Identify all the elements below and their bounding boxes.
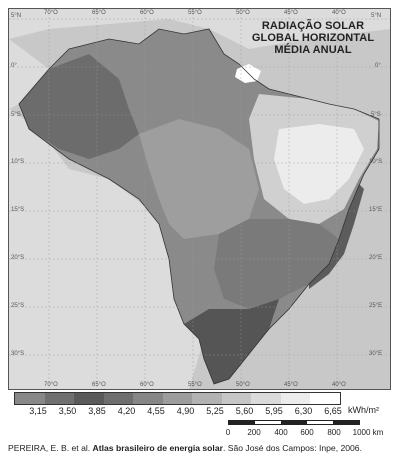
lon-label-bottom-1: 65°O bbox=[92, 382, 106, 388]
map-title-line-1: RADIAÇÃO SOLAR bbox=[261, 20, 365, 32]
region-amazon-west bbox=[19, 54, 139, 159]
lat-label-left-7: 30°S bbox=[11, 351, 25, 357]
lon-label-top-4: 50°O bbox=[236, 10, 250, 16]
graticule-lines bbox=[9, 9, 390, 389]
legend-swatch bbox=[44, 393, 74, 404]
lon-label-top-0: 70°O bbox=[44, 10, 58, 16]
lat-label-left-1: 0° bbox=[11, 63, 17, 69]
legend-tick-label: 3,50 bbox=[58, 406, 77, 416]
scale-label-2: 400 bbox=[274, 428, 288, 437]
legend-tick-label: 4,90 bbox=[176, 406, 195, 416]
lat-label-right-4: 15°E bbox=[369, 207, 383, 213]
lat-label-right-0: 5°N bbox=[371, 13, 382, 19]
legend-swatch bbox=[221, 393, 251, 404]
map-title: RADIAÇÃO SOLAR GLOBAL HORIZONTAL MÉDIA A… bbox=[238, 20, 388, 56]
legend-tick-label: 4,20 bbox=[117, 406, 136, 416]
map-title-line-3: MÉDIA ANUAL bbox=[274, 44, 352, 56]
scale-segment bbox=[255, 421, 281, 424]
lon-label-bottom-6: 40°O bbox=[332, 382, 346, 388]
legend-unit: kWh/m² bbox=[348, 405, 379, 415]
legend-swatch bbox=[251, 393, 281, 404]
lon-label-top-5: 45°O bbox=[284, 10, 298, 16]
scale-segment bbox=[333, 421, 359, 424]
legend-tick-label: 5,60 bbox=[235, 406, 254, 416]
legend: 3,15 3,50 3,85 4,20 4,55 4,90 5,25 5,60 5,95 6,30… bbox=[8, 392, 391, 422]
legend-swatch bbox=[162, 393, 192, 404]
lon-label-top-3: 55°O bbox=[188, 10, 202, 16]
lat-label-right-1: 0° bbox=[375, 63, 381, 69]
caption-title: Atlas brasileiro de energia solar bbox=[92, 443, 223, 453]
legend-swatch bbox=[103, 393, 133, 404]
lat-label-right-7: 30°E bbox=[369, 351, 383, 357]
legend-tick-label: 5,25 bbox=[206, 406, 224, 416]
legend-swatch bbox=[192, 393, 222, 404]
scale-segment bbox=[281, 421, 307, 424]
lon-label-top-6: 40°O bbox=[332, 10, 346, 16]
lat-label-left-4: 15°S bbox=[11, 207, 25, 213]
lon-label-bottom-4: 50°O bbox=[236, 382, 250, 388]
lat-label-left-0: 5°N bbox=[11, 13, 22, 19]
source-caption: PEREIRA, E. B. et al. Atlas brasileiro d… bbox=[8, 443, 362, 453]
scale-label-4: 800 bbox=[327, 428, 341, 437]
lon-label-bottom-3: 55°O bbox=[188, 382, 202, 388]
lat-label-left-6: 25°S bbox=[11, 303, 25, 309]
lat-label-right-6: 25°E bbox=[369, 303, 383, 309]
legend-tick-label: 6,30 bbox=[294, 406, 313, 416]
scale-segment bbox=[229, 421, 255, 424]
region-semiarid bbox=[274, 124, 364, 204]
scale-label-0: 0 bbox=[225, 428, 231, 437]
lon-label-bottom-2: 60°O bbox=[140, 382, 154, 388]
scale-bar: 0 200 400 600 800 1000 km bbox=[220, 420, 383, 440]
lat-label-left-5: 20°S bbox=[11, 255, 25, 261]
legend-tick-label: 3,15 bbox=[29, 406, 47, 416]
scale-label-1: 200 bbox=[247, 428, 261, 437]
scale-bar-segments bbox=[228, 420, 360, 425]
legend-tick-label: 3,85 bbox=[88, 406, 106, 416]
region-center-west bbox=[139, 119, 259, 239]
scale-segment bbox=[307, 421, 333, 424]
legend-tick-label: 5,95 bbox=[265, 406, 283, 416]
region-coast bbox=[309, 184, 364, 289]
scale-label-3: 600 bbox=[300, 428, 314, 437]
legend-swatch bbox=[133, 393, 163, 404]
scale-label-5: 1000 km bbox=[352, 428, 384, 437]
neighboring-countries bbox=[9, 9, 390, 389]
legend-swatch bbox=[15, 393, 45, 404]
legend-color-bar bbox=[14, 392, 341, 405]
map-title-line-2: GLOBAL HORIZONTAL bbox=[251, 32, 375, 44]
lat-label-left-3: 10°S bbox=[11, 159, 25, 165]
lon-label-top-2: 60°O bbox=[140, 10, 154, 16]
region-south bbox=[184, 299, 279, 384]
lat-label-right-5: 20°E bbox=[369, 255, 383, 261]
region-southeast bbox=[214, 219, 339, 309]
legend-swatch bbox=[280, 393, 310, 404]
lon-label-bottom-5: 45°O bbox=[284, 382, 298, 388]
legend-swatch bbox=[74, 393, 104, 404]
lat-label-left-2: 5°S bbox=[11, 112, 21, 118]
brazil-border bbox=[18, 28, 380, 385]
lon-label-top-1: 65°O bbox=[92, 10, 106, 16]
lat-label-right-2: 5°S bbox=[371, 112, 381, 118]
legend-tick-label: 4,55 bbox=[147, 406, 165, 416]
caption-suffix: . São José dos Campos: Inpe, 2006. bbox=[222, 443, 362, 453]
solar-radiation-map bbox=[9, 9, 390, 389]
lat-label-right-3: 10°S bbox=[369, 159, 383, 165]
lon-label-bottom-0: 70°O bbox=[44, 382, 58, 388]
map-frame: 5°N 0° 5°S 10°S 15°S 20°S 25°S 30°S 5°N … bbox=[8, 8, 391, 390]
caption-prefix: PEREIRA, E. B. et al. bbox=[8, 443, 93, 453]
legend-swatch bbox=[310, 393, 340, 404]
legend-tick-label: 6,65 bbox=[324, 406, 342, 416]
